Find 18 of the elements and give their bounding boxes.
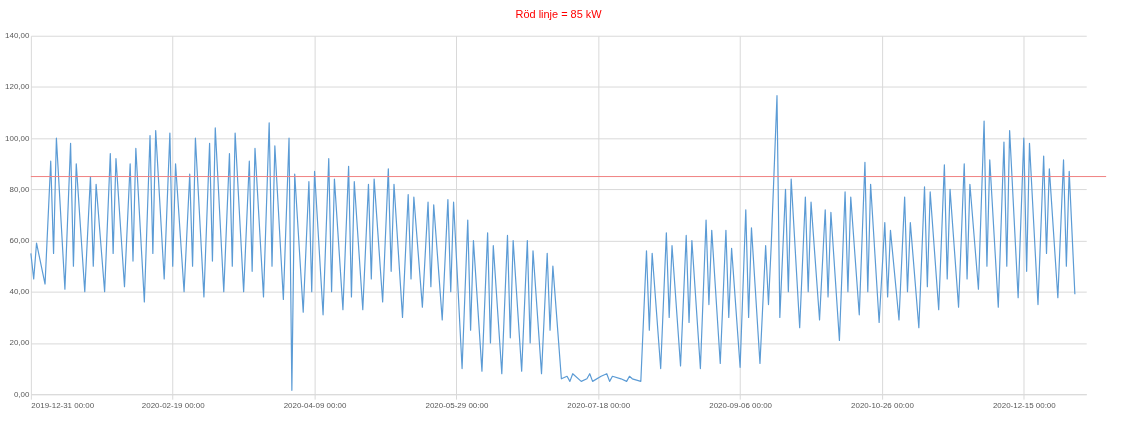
x-tick-label: 2019-12-31 00:00	[31, 400, 95, 410]
y-tick-label: 140,00	[5, 31, 30, 41]
y-tick-label: 0,00	[13, 389, 30, 399]
chart-title: Röd linje = 85 kW	[515, 7, 603, 20]
y-tick-label: 120,00	[5, 82, 30, 92]
x-tick-label: 2020-04-09 00:00	[283, 400, 348, 410]
y-tick-label: 60,00	[9, 236, 30, 246]
y-tick-label: 40,00	[9, 287, 30, 297]
x-tick-label: 2020-05-29 00:00	[425, 400, 489, 410]
y-tick-label: 20,00	[9, 338, 30, 348]
line-series	[30, 95, 1076, 391]
x-tick-label: 2020-09-06 00:00	[709, 400, 773, 410]
y-tick-label: 80,00	[9, 184, 30, 194]
y-tick-label: 100,00	[5, 133, 30, 143]
x-tick-label: 2020-12-15 00:00	[992, 400, 1057, 410]
x-tick-label: 2020-07-18 00:00	[567, 400, 631, 410]
x-tick-label: 2020-10-26 00:00	[851, 400, 915, 410]
x-tick-label: 2020-02-19 00:00	[141, 400, 206, 410]
